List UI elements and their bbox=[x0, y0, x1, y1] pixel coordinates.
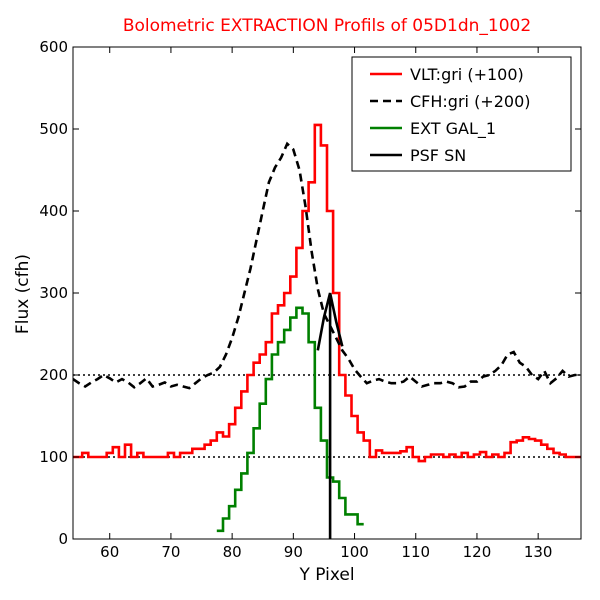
y-axis-label: Flux (cfh) bbox=[13, 254, 33, 334]
y-tick-label: 300 bbox=[39, 284, 68, 302]
series-line-2 bbox=[216, 306, 364, 533]
x-axis-label: Y Pixel bbox=[298, 565, 354, 585]
y-tick-label: 400 bbox=[39, 202, 68, 220]
x-tick-label: 90 bbox=[284, 543, 303, 561]
series-line-0 bbox=[73, 123, 581, 463]
x-tick-label: 110 bbox=[401, 543, 430, 561]
axes: 60 70 80 90 100 110 120 130 0 100 200 300 400 500 600 bbox=[39, 38, 582, 561]
legend-box bbox=[351, 56, 572, 172]
legend: VLT:gri (+100) CFH:gri (+200) EXT GAL_1 PSF… bbox=[351, 56, 572, 172]
y-tick-label: 0 bbox=[58, 530, 68, 548]
x-tick-label: 100 bbox=[340, 543, 369, 561]
y-tick-label: 100 bbox=[39, 448, 68, 466]
series-line-1 bbox=[73, 141, 581, 390]
x-tick-label: 130 bbox=[524, 543, 553, 561]
chart-title: Bolometric EXTRACTION Profils of 05D1dn_… bbox=[123, 16, 531, 36]
x-tick-label: 120 bbox=[463, 543, 492, 561]
y-tick-label: 500 bbox=[39, 120, 68, 138]
legend-label-1: CFH:gri (+200) bbox=[410, 92, 531, 111]
legend-label-2: EXT GAL_1 bbox=[410, 119, 496, 139]
x-tick-label: 70 bbox=[161, 543, 180, 561]
legend-label-3: PSF SN bbox=[410, 146, 466, 165]
series-lines bbox=[73, 123, 581, 539]
x-tick-label: 60 bbox=[100, 543, 119, 561]
series-line-3 bbox=[316, 292, 344, 539]
x-tick-label: 80 bbox=[223, 543, 242, 561]
y-tick-label: 600 bbox=[39, 38, 68, 56]
legend-label-0: VLT:gri (+100) bbox=[410, 65, 524, 84]
y-tick-label: 200 bbox=[39, 366, 68, 384]
